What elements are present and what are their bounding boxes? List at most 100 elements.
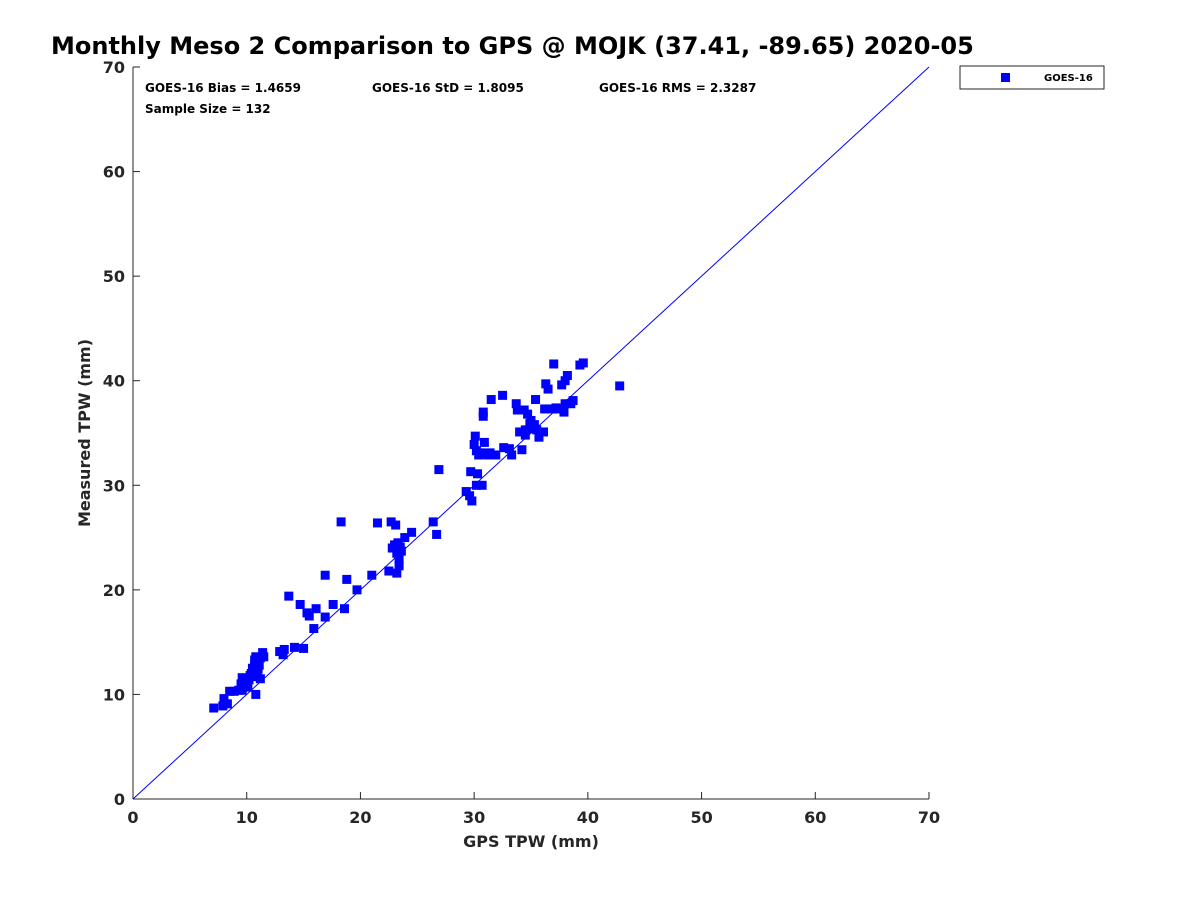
x-tick-label: 10 — [236, 808, 258, 827]
data-point — [219, 694, 229, 704]
data-point — [543, 384, 553, 394]
data-point — [394, 555, 404, 565]
data-point — [279, 644, 289, 654]
data-point — [246, 669, 256, 679]
data-point — [515, 427, 525, 437]
data-point — [336, 517, 346, 527]
data-point — [511, 399, 521, 409]
y-axis-label: Measured TPW (mm) — [75, 339, 94, 527]
legend-marker — [1001, 73, 1010, 82]
data-point — [467, 496, 477, 506]
data-point — [243, 682, 253, 692]
data-point — [407, 527, 417, 537]
data-point — [479, 437, 489, 447]
data-point — [386, 517, 396, 527]
y-tick-label: 10 — [103, 685, 125, 704]
data-point — [465, 491, 475, 501]
x-tick-label: 30 — [463, 808, 485, 827]
data-point — [520, 425, 530, 435]
sample-size-annotation: Sample Size = 132 — [145, 102, 271, 116]
data-point — [491, 450, 501, 460]
data-point — [615, 381, 625, 391]
x-tick-label: 70 — [918, 808, 940, 827]
x-tick-label: 40 — [577, 808, 599, 827]
data-point — [477, 480, 487, 490]
data-point — [342, 574, 352, 584]
legend: GOES-16 — [959, 65, 1105, 90]
x-tick-label: 50 — [690, 808, 712, 827]
y-tick-label: 50 — [103, 267, 125, 286]
data-point — [372, 518, 382, 528]
y-tick-label: 70 — [103, 58, 125, 77]
data-point — [218, 701, 228, 711]
data-point — [546, 404, 556, 414]
data-point — [504, 444, 514, 454]
data-point — [328, 599, 338, 609]
data-point — [229, 686, 239, 696]
std-annotation: GOES-16 StD = 1.8095 — [372, 81, 524, 95]
data-point — [428, 517, 438, 527]
data-point — [473, 469, 483, 479]
data-point — [534, 432, 544, 442]
data-point — [466, 467, 476, 477]
data-point — [396, 546, 406, 556]
data-point — [311, 604, 321, 614]
data-point — [517, 445, 527, 455]
data-point — [391, 520, 401, 530]
data-point — [469, 440, 479, 450]
data-point — [340, 604, 350, 614]
data-point — [499, 443, 509, 453]
data-point — [560, 399, 570, 409]
data-point — [278, 650, 288, 660]
data-point — [352, 585, 362, 595]
data-point — [236, 679, 246, 689]
data-point — [478, 407, 488, 417]
y-tick-label: 40 — [103, 372, 125, 391]
data-point — [471, 480, 481, 490]
data-point — [523, 409, 533, 419]
data-point — [470, 431, 480, 441]
data-point — [384, 566, 394, 576]
y-tick-label: 20 — [103, 581, 125, 600]
data-point — [507, 450, 517, 460]
data-point — [289, 642, 299, 652]
data-point — [486, 395, 496, 405]
data-point — [237, 685, 247, 695]
data-point — [432, 529, 442, 539]
legend-label: GOES-16 — [1044, 73, 1093, 84]
data-point — [485, 448, 495, 458]
data-point — [529, 420, 539, 430]
data-point — [251, 689, 261, 699]
data-point — [304, 611, 314, 621]
data-point — [498, 390, 508, 400]
data-point — [549, 359, 559, 369]
y-tick-label: 0 — [114, 790, 125, 809]
data-point — [560, 376, 570, 386]
data-point — [237, 673, 247, 683]
data-point — [554, 404, 564, 414]
x-axis-ticks: 0 10 20 30 40 50 60 70 — [127, 792, 940, 827]
data-point — [400, 533, 410, 543]
x-axis-label: GPS TPW (mm) — [463, 832, 599, 851]
data-point — [320, 570, 330, 580]
data-point — [254, 660, 264, 670]
data-point — [541, 379, 551, 389]
rms-annotation: GOES-16 RMS = 2.3287 — [599, 81, 756, 95]
x-tick-label: 20 — [349, 808, 371, 827]
data-point — [299, 643, 309, 653]
x-tick-label: 60 — [804, 808, 826, 827]
data-point — [562, 370, 572, 380]
data-point — [309, 624, 319, 634]
chart-title: Monthly Meso 2 Comparison to GPS @ MOJK … — [51, 32, 974, 60]
data-point — [434, 465, 444, 475]
data-point — [222, 699, 232, 709]
bias-annotation: GOES-16 Bias = 1.4659 — [145, 81, 301, 95]
y-tick-label: 60 — [103, 163, 125, 182]
data-point — [512, 405, 522, 415]
data-point — [476, 448, 486, 458]
data-point — [225, 686, 235, 696]
data-point — [559, 407, 569, 417]
data-point — [367, 570, 377, 580]
data-points — [209, 358, 625, 713]
